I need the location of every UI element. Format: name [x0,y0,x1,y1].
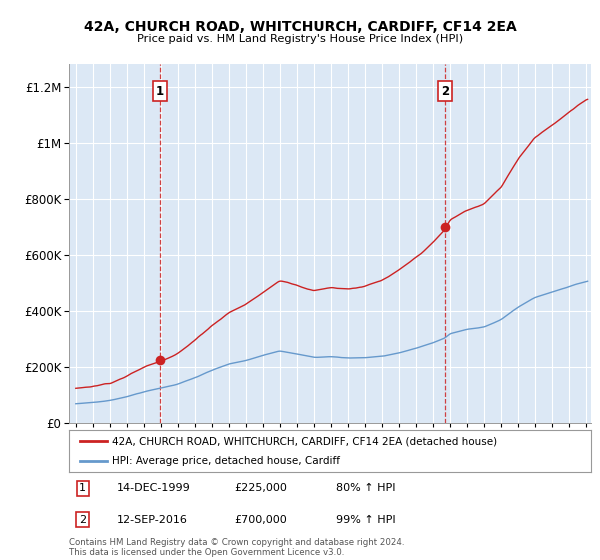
Text: 42A, CHURCH ROAD, WHITCHURCH, CARDIFF, CF14 2EA: 42A, CHURCH ROAD, WHITCHURCH, CARDIFF, C… [83,20,517,34]
Text: Contains HM Land Registry data © Crown copyright and database right 2024.
This d: Contains HM Land Registry data © Crown c… [69,538,404,557]
Text: 12-SEP-2016: 12-SEP-2016 [117,515,188,525]
Text: 2: 2 [441,85,449,98]
Text: 2: 2 [79,515,86,525]
Text: 1: 1 [156,85,164,98]
Text: £225,000: £225,000 [234,483,287,493]
Text: HPI: Average price, detached house, Cardiff: HPI: Average price, detached house, Card… [112,456,340,465]
Text: £700,000: £700,000 [234,515,287,525]
Text: 1: 1 [79,483,86,493]
Text: 99% ↑ HPI: 99% ↑ HPI [336,515,395,525]
Text: 42A, CHURCH ROAD, WHITCHURCH, CARDIFF, CF14 2EA (detached house): 42A, CHURCH ROAD, WHITCHURCH, CARDIFF, C… [112,436,497,446]
Text: Price paid vs. HM Land Registry's House Price Index (HPI): Price paid vs. HM Land Registry's House … [137,34,463,44]
Text: 80% ↑ HPI: 80% ↑ HPI [336,483,395,493]
Text: 14-DEC-1999: 14-DEC-1999 [117,483,191,493]
